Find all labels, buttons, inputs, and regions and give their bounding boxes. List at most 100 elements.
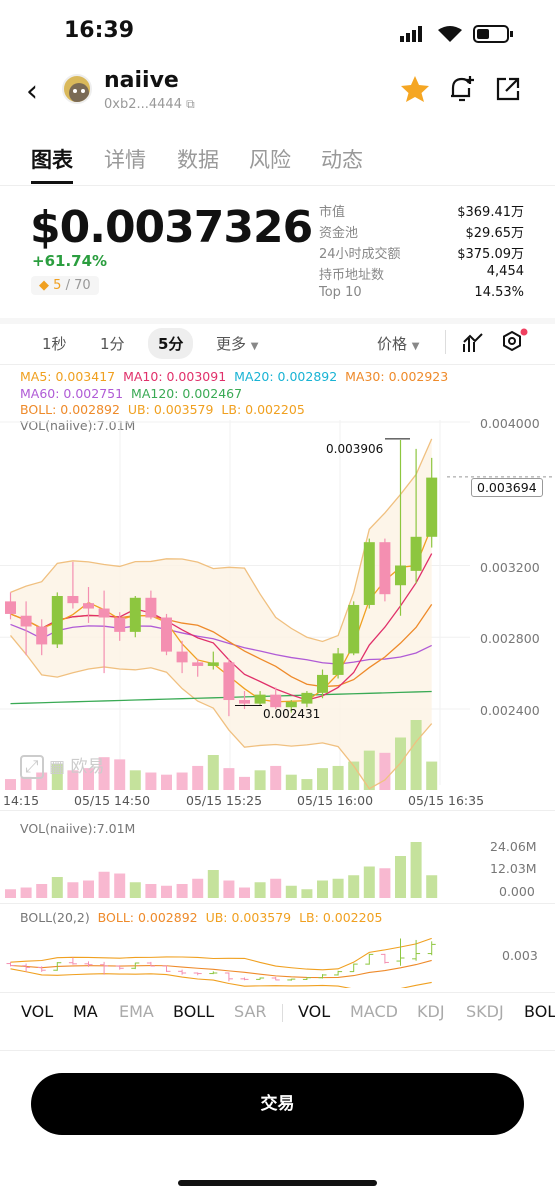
tab-activity[interactable]: 动态 (321, 148, 363, 172)
ma120-line (10, 690, 432, 705)
price-type-label: 价格 (377, 335, 408, 353)
tab-risk[interactable]: 风险 (249, 148, 291, 172)
timeframe-more[interactable]: 更多 ▼ (216, 333, 259, 354)
rank-icon: ◆ (39, 278, 49, 293)
price-type-select[interactable]: 价格 ▼ (377, 333, 420, 354)
copy-icon[interactable]: ⧉ (186, 97, 195, 111)
rank-total: / 70 (65, 278, 91, 293)
volume-bar (114, 759, 126, 790)
volume-bar (395, 856, 406, 898)
volume-bar (332, 765, 344, 790)
indicator-boll[interactable]: BOLL (173, 1002, 215, 1021)
indicator-kdj[interactable]: KDJ (417, 1002, 445, 1021)
volume-bar (332, 878, 344, 898)
timeframe-5m[interactable]: 5分 (148, 328, 194, 359)
volume-bar (363, 866, 375, 898)
boll-legend: BOLL: 0.002892 UB: 0.003579 LB: 0.002205 (20, 402, 305, 417)
home-indicator (178, 1180, 377, 1186)
volume-bar (98, 757, 110, 790)
volume-bar (363, 750, 375, 790)
watermark-text: 欧易 (70, 757, 105, 777)
candle-body (161, 617, 172, 652)
boll-panel-legend: BOLL(20,2) BOLL: 0.002892 UB: 0.003579 L… (20, 910, 382, 925)
indicator-icon[interactable] (462, 332, 484, 354)
candle-body (192, 662, 204, 666)
tab-chart[interactable]: 图表 (31, 148, 73, 172)
indicator-vol[interactable]: VOL (21, 1002, 54, 1021)
divider (0, 1050, 555, 1051)
ma10-line (10, 553, 433, 701)
current-price: $0.0037326 (30, 202, 313, 253)
stat-label: 市值 (319, 205, 346, 220)
volume-bar (285, 885, 297, 898)
stat-value: $29.65万 (465, 226, 525, 241)
candle-body (207, 662, 219, 666)
candle-body (223, 662, 235, 701)
rank-value: 5 (53, 278, 62, 293)
volume-bar (51, 877, 63, 898)
indicator-skdj[interactable]: SKDJ (466, 1002, 504, 1021)
indicator-ema[interactable]: EMA (119, 1002, 154, 1021)
boll-panel-ub: UB: 0.003579 (205, 910, 292, 925)
candlestick-chart[interactable] (0, 365, 555, 810)
volume-bar (348, 761, 360, 790)
boll-lower-line (9, 635, 433, 790)
ma5-line (10, 526, 433, 703)
vol-axis-label: 0.000 (499, 884, 535, 899)
volume-bar (410, 720, 422, 790)
tab-data[interactable]: 数据 (177, 148, 219, 172)
indicator-sub-boll[interactable]: BOL (524, 1002, 555, 1021)
volume-bar (83, 768, 94, 790)
settings-icon[interactable] (500, 328, 528, 356)
volume-chart (5, 842, 438, 898)
volume-bar (317, 768, 328, 790)
divider (445, 330, 446, 354)
indicator-ma[interactable]: MA (73, 1002, 98, 1021)
trade-button[interactable]: 交易 (31, 1073, 524, 1135)
tab-details[interactable]: 详情 (104, 148, 146, 172)
rank-badge: ◆ 5 / 70 (31, 276, 99, 295)
volume-bar (426, 875, 438, 898)
bell-add-icon[interactable] (447, 74, 477, 104)
timeframe-1m[interactable]: 1分 (100, 335, 125, 353)
candle-body (145, 597, 157, 618)
token-name: naiive (104, 68, 179, 93)
volume-bar (36, 884, 48, 898)
y-axis-label: 0.002400 (480, 703, 540, 718)
y-axis-label: 0.003200 (480, 560, 540, 575)
indicator-macd[interactable]: MACD (350, 1002, 398, 1021)
fullscreen-icon[interactable]: ⤢ (20, 755, 44, 779)
volume-bar (239, 776, 250, 790)
candle-body (20, 615, 32, 627)
timeframe-1s[interactable]: 1秒 (42, 335, 67, 353)
indicator-sub-vol[interactable]: VOL (298, 1002, 331, 1021)
volume-bar (161, 774, 172, 790)
x-axis-label: 05/15 15:25 (186, 793, 263, 808)
indicator-sar[interactable]: SAR (234, 1002, 267, 1021)
stat-value: $369.41万 (457, 205, 524, 220)
candle-body (395, 565, 406, 586)
volume-bar (145, 884, 157, 898)
divider (282, 1004, 283, 1022)
ma-legend-row2: MA60: 0.002751 MA120: 0.002467 (20, 386, 242, 401)
boll-label: BOLL: 0.002892 (20, 402, 120, 417)
volume-bar (348, 875, 360, 898)
volume-bar (114, 873, 126, 898)
volume-bar (239, 887, 250, 898)
okx-logo: ▦ (49, 757, 66, 777)
volume-bar (254, 770, 266, 790)
ma60-label: MA60: 0.002751 (20, 386, 124, 401)
watermark: ⤢ ▦ 欧易 (20, 752, 105, 779)
share-icon[interactable] (495, 76, 521, 102)
volume-bar (192, 878, 204, 898)
vol-panel-title: VOL(naiive):7.01M (20, 821, 136, 836)
star-icon[interactable] (400, 75, 430, 103)
candle-body (176, 651, 188, 663)
volume-bar (379, 752, 391, 790)
volume-bar (410, 842, 422, 898)
candle-body (332, 653, 344, 675)
boll-axis-label: 0.003 (502, 948, 538, 963)
stat-label: 资金池 (319, 226, 359, 241)
back-icon[interactable]: ‹ (26, 74, 38, 109)
candle-body (67, 595, 79, 604)
